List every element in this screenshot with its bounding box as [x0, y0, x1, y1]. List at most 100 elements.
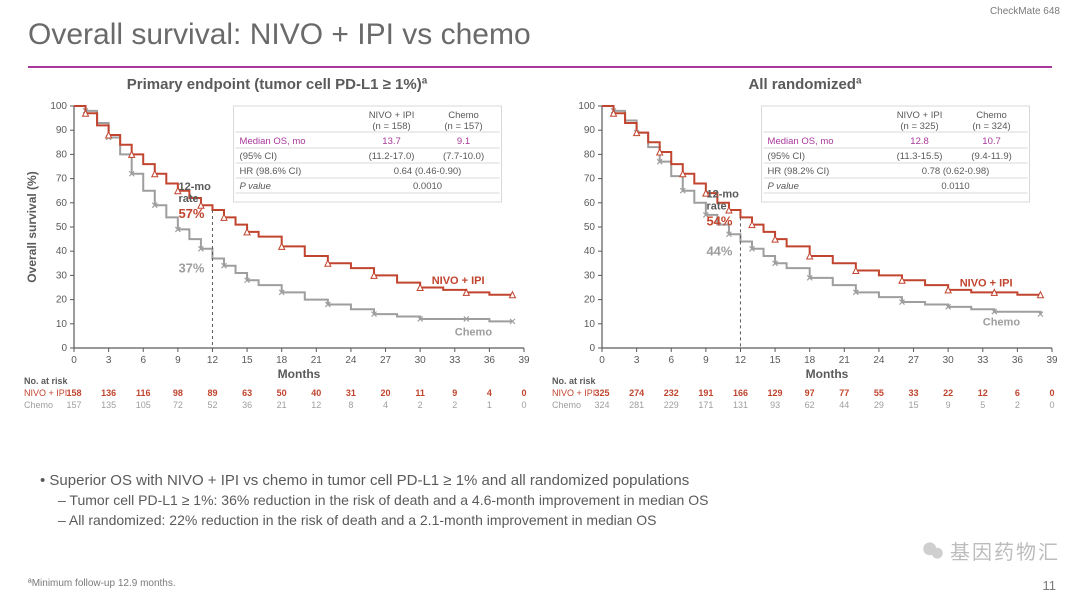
- svg-text:40: 40: [584, 246, 596, 257]
- svg-text:60: 60: [56, 198, 68, 209]
- svg-text:55: 55: [874, 388, 884, 398]
- svg-text:0: 0: [61, 343, 67, 354]
- bullet-sub2: – All randomized: 22% reduction in the r…: [58, 511, 960, 531]
- svg-text:50: 50: [56, 222, 68, 233]
- svg-text:NIVO + IPI: NIVO + IPI: [960, 277, 1013, 289]
- svg-text:12-mo: 12-mo: [706, 188, 739, 200]
- svg-text:24: 24: [873, 355, 885, 366]
- svg-text:NIVO + IPI: NIVO + IPI: [552, 388, 595, 398]
- svg-text:0.64 (0.46-0.90): 0.64 (0.46-0.90): [394, 166, 462, 177]
- svg-text:70: 70: [56, 174, 68, 185]
- svg-text:NIVO + IPI: NIVO + IPI: [24, 388, 67, 398]
- svg-text:(95% CI): (95% CI): [240, 151, 277, 162]
- svg-text:72: 72: [173, 400, 183, 410]
- svg-text:97: 97: [805, 388, 815, 398]
- svg-text:136: 136: [101, 388, 116, 398]
- svg-text:274: 274: [629, 388, 644, 398]
- svg-text:129: 129: [768, 388, 783, 398]
- svg-text:33: 33: [449, 355, 461, 366]
- svg-text:12-mo: 12-mo: [178, 181, 211, 193]
- svg-text:63: 63: [242, 388, 252, 398]
- svg-text:158: 158: [66, 388, 81, 398]
- watermark: 基因药物汇: [920, 536, 1060, 565]
- svg-text:6: 6: [1015, 388, 1020, 398]
- svg-text:(n = 325): (n = 325): [900, 121, 938, 132]
- svg-text:(9.4-11.9): (9.4-11.9): [971, 151, 1011, 162]
- svg-text:93: 93: [770, 400, 780, 410]
- svg-text:191: 191: [698, 388, 713, 398]
- svg-text:27: 27: [380, 355, 392, 366]
- svg-text:232: 232: [664, 388, 679, 398]
- page-number: 11: [1043, 578, 1057, 593]
- svg-text:60: 60: [584, 198, 596, 209]
- svg-text:21: 21: [277, 400, 287, 410]
- svg-text:0: 0: [589, 343, 595, 354]
- svg-text:P value: P value: [240, 181, 271, 192]
- svg-text:116: 116: [136, 388, 151, 398]
- svg-text:Median OS, mo: Median OS, mo: [768, 136, 834, 147]
- svg-text:30: 30: [584, 270, 596, 281]
- bullet-main: Superior OS with NIVO + IPI vs chemo in …: [49, 472, 689, 489]
- svg-text:30: 30: [415, 355, 427, 366]
- svg-text:1: 1: [487, 400, 492, 410]
- svg-text:(11.3-15.5): (11.3-15.5): [897, 151, 943, 162]
- svg-text:Median OS, mo: Median OS, mo: [240, 136, 306, 147]
- svg-text:2: 2: [452, 400, 457, 410]
- svg-text:50: 50: [277, 388, 287, 398]
- svg-text:3: 3: [634, 355, 640, 366]
- svg-text:40: 40: [56, 246, 68, 257]
- svg-text:20: 20: [584, 295, 596, 306]
- svg-text:Chemo: Chemo: [24, 400, 53, 410]
- svg-text:3: 3: [106, 355, 112, 366]
- panel-title-right: All randomizedª: [550, 76, 1060, 93]
- svg-text:Months: Months: [806, 367, 849, 381]
- svg-text:Overall survival (%): Overall survival (%): [25, 171, 39, 282]
- svg-text:18: 18: [276, 355, 288, 366]
- svg-text:10.7: 10.7: [982, 136, 1001, 147]
- svg-text:33: 33: [977, 355, 989, 366]
- svg-text:15: 15: [770, 355, 782, 366]
- svg-text:(95% CI): (95% CI): [768, 151, 805, 162]
- svg-text:62: 62: [805, 400, 815, 410]
- km-chart-right: 0102030405060708090100036912151821242730…: [550, 100, 1060, 420]
- svg-text:rate: rate: [178, 193, 198, 205]
- svg-text:Chemo: Chemo: [552, 400, 581, 410]
- svg-text:0: 0: [71, 355, 77, 366]
- svg-text:4: 4: [383, 400, 388, 410]
- svg-text:NIVO + IPI: NIVO + IPI: [897, 110, 943, 121]
- svg-text:Chemo: Chemo: [983, 317, 1021, 329]
- svg-text:80: 80: [56, 149, 68, 160]
- svg-text:0: 0: [1049, 388, 1054, 398]
- svg-text:12.8: 12.8: [910, 136, 929, 147]
- svg-text:50: 50: [584, 222, 596, 233]
- svg-text:9: 9: [175, 355, 181, 366]
- svg-text:Chemo: Chemo: [976, 110, 1007, 121]
- svg-text:8: 8: [348, 400, 353, 410]
- svg-text:89: 89: [207, 388, 217, 398]
- svg-text:325: 325: [594, 388, 609, 398]
- svg-text:90: 90: [56, 125, 68, 136]
- svg-text:80: 80: [584, 149, 596, 160]
- svg-text:0: 0: [521, 400, 526, 410]
- svg-text:9: 9: [452, 388, 457, 398]
- svg-text:13.7: 13.7: [382, 136, 401, 147]
- panel-primary-endpoint: Primary endpoint (tumor cell PD-L1 ≥ 1%)…: [22, 70, 532, 460]
- svg-text:44%: 44%: [706, 244, 732, 259]
- svg-text:20: 20: [56, 295, 68, 306]
- svg-text:No. at risk: No. at risk: [24, 376, 69, 386]
- svg-text:30: 30: [943, 355, 955, 366]
- svg-text:P value: P value: [768, 181, 799, 192]
- svg-text:(11.2-17.0): (11.2-17.0): [369, 151, 415, 162]
- svg-text:90: 90: [584, 125, 596, 136]
- svg-text:135: 135: [101, 400, 116, 410]
- svg-text:39: 39: [518, 355, 530, 366]
- svg-text:171: 171: [698, 400, 713, 410]
- svg-text:0: 0: [1049, 400, 1054, 410]
- svg-text:11: 11: [415, 388, 425, 398]
- svg-text:36: 36: [1012, 355, 1024, 366]
- bullet-sub1: – Tumor cell PD-L1 ≥ 1%: 36% reduction i…: [58, 491, 960, 511]
- wechat-icon: [920, 538, 946, 564]
- svg-text:NIVO + IPI: NIVO + IPI: [432, 275, 485, 287]
- svg-text:Chemo: Chemo: [448, 110, 479, 121]
- svg-text:30: 30: [56, 270, 68, 281]
